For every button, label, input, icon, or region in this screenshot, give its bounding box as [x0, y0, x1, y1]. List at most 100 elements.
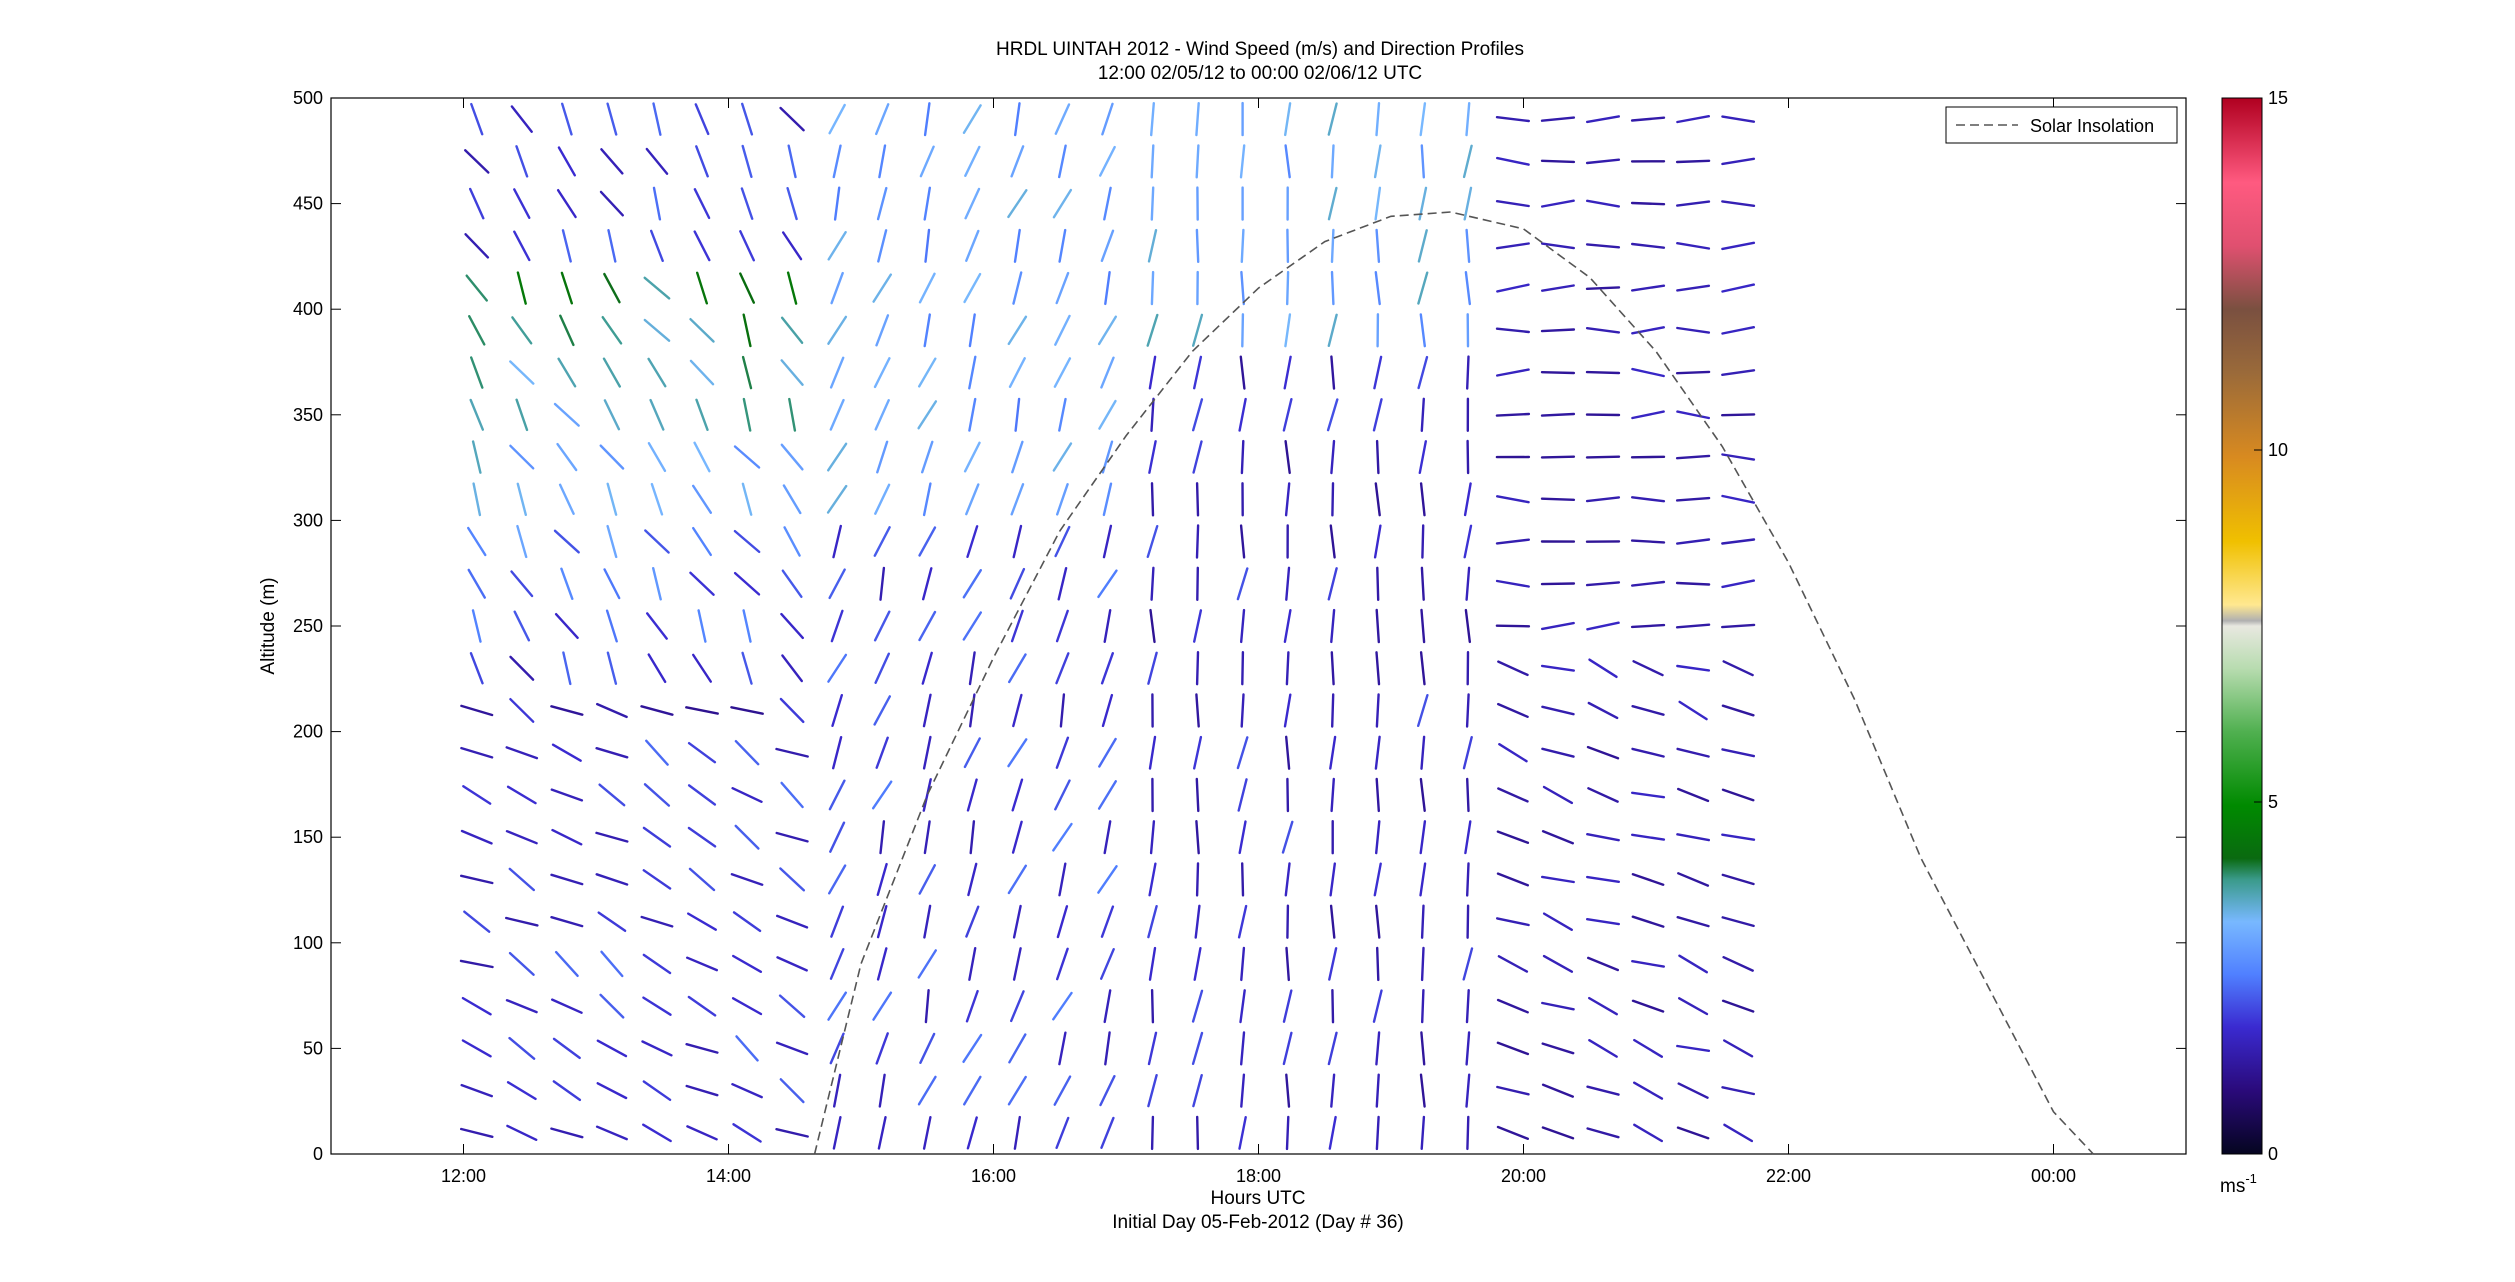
- wind-vector: [966, 778, 978, 812]
- wind-vector: [1327, 1031, 1338, 1066]
- wind-vector: [921, 440, 934, 474]
- wind-vector: [1465, 566, 1471, 601]
- wind-vector: [1327, 186, 1338, 221]
- wind-vector: [1587, 787, 1619, 803]
- wind-vector: [460, 1083, 493, 1098]
- wind-vector: [1462, 144, 1473, 179]
- wind-vector: [1239, 608, 1246, 644]
- wind-vector: [1722, 1039, 1754, 1058]
- y-tick-label: 50: [303, 1038, 323, 1058]
- wind-vector: [1675, 496, 1711, 502]
- wind-vector: [874, 483, 891, 515]
- wind-vector: [1014, 397, 1021, 432]
- wind-vector: [742, 609, 752, 643]
- wind-vector: [557, 357, 577, 388]
- wind-vector: [1721, 833, 1756, 841]
- wind-vector: [1495, 624, 1531, 628]
- wind-vector: [830, 609, 844, 643]
- wind-vector: [1327, 313, 1338, 347]
- wind-vector: [924, 989, 930, 1024]
- wind-vector: [1465, 989, 1470, 1024]
- wind-vector: [687, 826, 717, 848]
- wind-vector: [1420, 1031, 1426, 1066]
- wind-vector: [776, 914, 809, 929]
- wind-vector: [1466, 904, 1470, 939]
- wind-vector: [1418, 440, 1428, 474]
- wind-vector: [515, 398, 529, 432]
- wind-vector: [598, 783, 626, 807]
- wind-vector: [643, 318, 671, 342]
- wind-vector: [1285, 1073, 1291, 1108]
- wind-vector: [962, 569, 982, 599]
- wind-vector: [923, 186, 931, 221]
- wind-vector: [1104, 1031, 1111, 1066]
- wind-vector: [1375, 228, 1381, 263]
- wind-vector: [1195, 820, 1200, 855]
- wind-vector: [1282, 989, 1293, 1023]
- wind-vector: [1540, 159, 1576, 164]
- wind-vector: [1496, 1125, 1530, 1141]
- wind-vector: [1463, 482, 1472, 517]
- wind-vector: [461, 996, 492, 1016]
- wind-vector: [918, 864, 936, 895]
- wind-vector: [1677, 872, 1710, 887]
- wind-vector: [731, 787, 763, 803]
- wind-vector: [1195, 228, 1200, 263]
- wind-vector: [1586, 1127, 1620, 1139]
- wind-vector: [1495, 579, 1530, 588]
- wind-vector: [1146, 313, 1159, 347]
- wind-vector: [1330, 777, 1336, 813]
- wind-vector: [918, 610, 937, 642]
- wind-vector: [597, 911, 627, 932]
- wind-vector: [742, 313, 752, 348]
- wind-vector: [1420, 989, 1425, 1024]
- wind-vector: [1721, 241, 1756, 251]
- wind-vector: [1630, 539, 1666, 544]
- wind-vector: [1495, 368, 1530, 377]
- wind-vector: [606, 102, 618, 136]
- wind-vector: [1103, 989, 1112, 1024]
- wind-vector: [513, 230, 531, 262]
- wind-vector: [1283, 102, 1292, 137]
- wind-vector: [508, 951, 535, 976]
- wind-vector: [828, 864, 847, 895]
- wind-vector: [1631, 999, 1665, 1013]
- wind-vector: [1327, 567, 1338, 601]
- wind-vector: [1195, 1115, 1200, 1151]
- wind-vector: [1676, 787, 1710, 803]
- wind-vector: [874, 652, 890, 684]
- wind-vector: [550, 788, 584, 802]
- wind-vector: [1148, 440, 1157, 474]
- wind-vector: [1495, 917, 1530, 927]
- wind-vector: [1420, 735, 1426, 770]
- wind-vector: [1541, 747, 1575, 758]
- wind-vector: [1012, 693, 1023, 728]
- wind-vector: [1540, 328, 1576, 333]
- wind-vector: [1282, 398, 1293, 432]
- wind-vector: [1540, 116, 1576, 122]
- colorbar-tick-label: 10: [2268, 440, 2288, 460]
- wind-vector: [516, 271, 527, 305]
- wind-vector: [828, 103, 846, 135]
- wind-vector: [599, 190, 624, 217]
- wind-vector: [470, 356, 484, 389]
- wind-vector: [878, 1073, 886, 1108]
- wind-vector: [1012, 271, 1023, 305]
- wind-vector: [1236, 567, 1249, 601]
- wind-vector: [1495, 199, 1530, 208]
- wind-vector: [556, 188, 577, 219]
- wind-vector: [1495, 495, 1530, 504]
- wind-vector: [832, 1115, 842, 1150]
- wind-vector: [1192, 735, 1203, 770]
- wind-vector: [968, 947, 977, 981]
- wind-vector: [1465, 862, 1470, 897]
- wind-vector: [733, 445, 761, 469]
- wind-vector: [917, 400, 938, 430]
- wind-vector: [1192, 355, 1203, 390]
- wind-vector: [1496, 998, 1529, 1014]
- wind-vector: [1284, 482, 1291, 517]
- wind-vector: [1723, 1123, 1754, 1143]
- wind-vector: [468, 315, 486, 346]
- wind-vector: [1630, 455, 1666, 459]
- wind-vector: [877, 229, 888, 263]
